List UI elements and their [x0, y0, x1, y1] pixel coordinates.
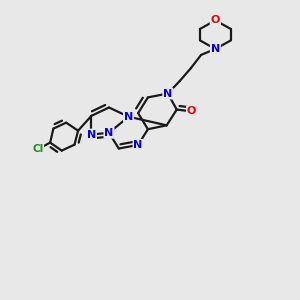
- Text: N: N: [124, 112, 133, 122]
- Text: N: N: [211, 44, 220, 54]
- Text: N: N: [87, 130, 96, 140]
- Text: Cl: Cl: [32, 144, 43, 154]
- Text: N: N: [134, 140, 143, 150]
- Text: O: O: [187, 106, 196, 116]
- Text: N: N: [104, 128, 114, 138]
- Text: O: O: [211, 15, 220, 26]
- Text: N: N: [163, 88, 172, 98]
